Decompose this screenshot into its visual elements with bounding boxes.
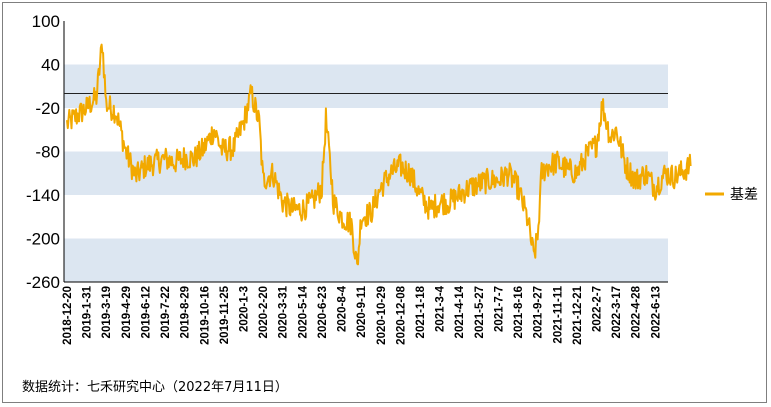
y-tick-label: -20	[35, 99, 60, 118]
x-tick-label: 2022-3-17	[611, 286, 623, 338]
y-tick-label: 40	[41, 56, 60, 75]
x-tick-label: 2018-12-20	[62, 286, 74, 345]
x-tick-label: 2021-9-27	[533, 286, 545, 338]
x-tick-label: 2020-5-14	[297, 285, 309, 338]
x-tick-label: 2019-6-12	[140, 286, 152, 338]
x-tick-label: 2021-7-7	[493, 286, 505, 332]
y-tick-label: -140	[26, 186, 60, 205]
x-tick-label: 2019-8-29	[180, 286, 192, 338]
x-tick-label: 2019-7-22	[160, 286, 172, 338]
x-tick-label: 2019-4-29	[121, 286, 133, 338]
x-tick-label: 2021-4-14	[454, 285, 466, 338]
source-footnote: 数据统计：七禾研究中心（2022年7月11日）	[22, 380, 288, 395]
series-line-basis	[66, 43, 692, 266]
x-tick-label: 2021-12-21	[572, 285, 584, 344]
y-tick-label: 100	[32, 12, 60, 31]
x-tick-label: 2020-12-08	[395, 285, 407, 344]
grid-band	[64, 238, 668, 282]
x-tick-label: 2022-4-28	[631, 285, 643, 338]
y-tick-label: -80	[35, 143, 60, 162]
x-tick-label: 2020-9-11	[356, 285, 368, 337]
x-tick-label: 2022-6-13	[650, 286, 662, 338]
x-tick-label: 2019-10-16	[199, 286, 211, 345]
y-tick-label: -200	[26, 230, 60, 249]
x-tick-label: 2020-3-31	[278, 285, 290, 338]
x-tick-label: 2019-11-25	[219, 285, 231, 344]
x-tick-label: 2020-2-20	[258, 286, 270, 338]
x-tick-label: 2022-2-7	[591, 286, 603, 332]
grid-band	[64, 64, 668, 108]
x-tick-label: 2020-8-4	[337, 285, 349, 332]
x-tick-label: 2020-6-23	[317, 286, 329, 338]
x-tick-label: 2020-1-3	[238, 286, 250, 332]
y-tick-label: -260	[26, 273, 60, 292]
x-tick-label: 2021-3-4	[435, 285, 447, 332]
x-tick-label: 2021-8-16	[513, 286, 525, 338]
x-tick-label: 2019-3-19	[101, 286, 113, 338]
legend-label: 基差	[730, 186, 758, 203]
x-tick-label: 2021-5-27	[474, 286, 486, 338]
x-tick-label: 2021-11-11	[552, 285, 564, 343]
x-tick-label: 2020-10-29	[376, 286, 388, 345]
x-tick-label: 2021-1-18	[415, 285, 427, 338]
x-tick-label: 2019-1-31	[82, 285, 94, 338]
